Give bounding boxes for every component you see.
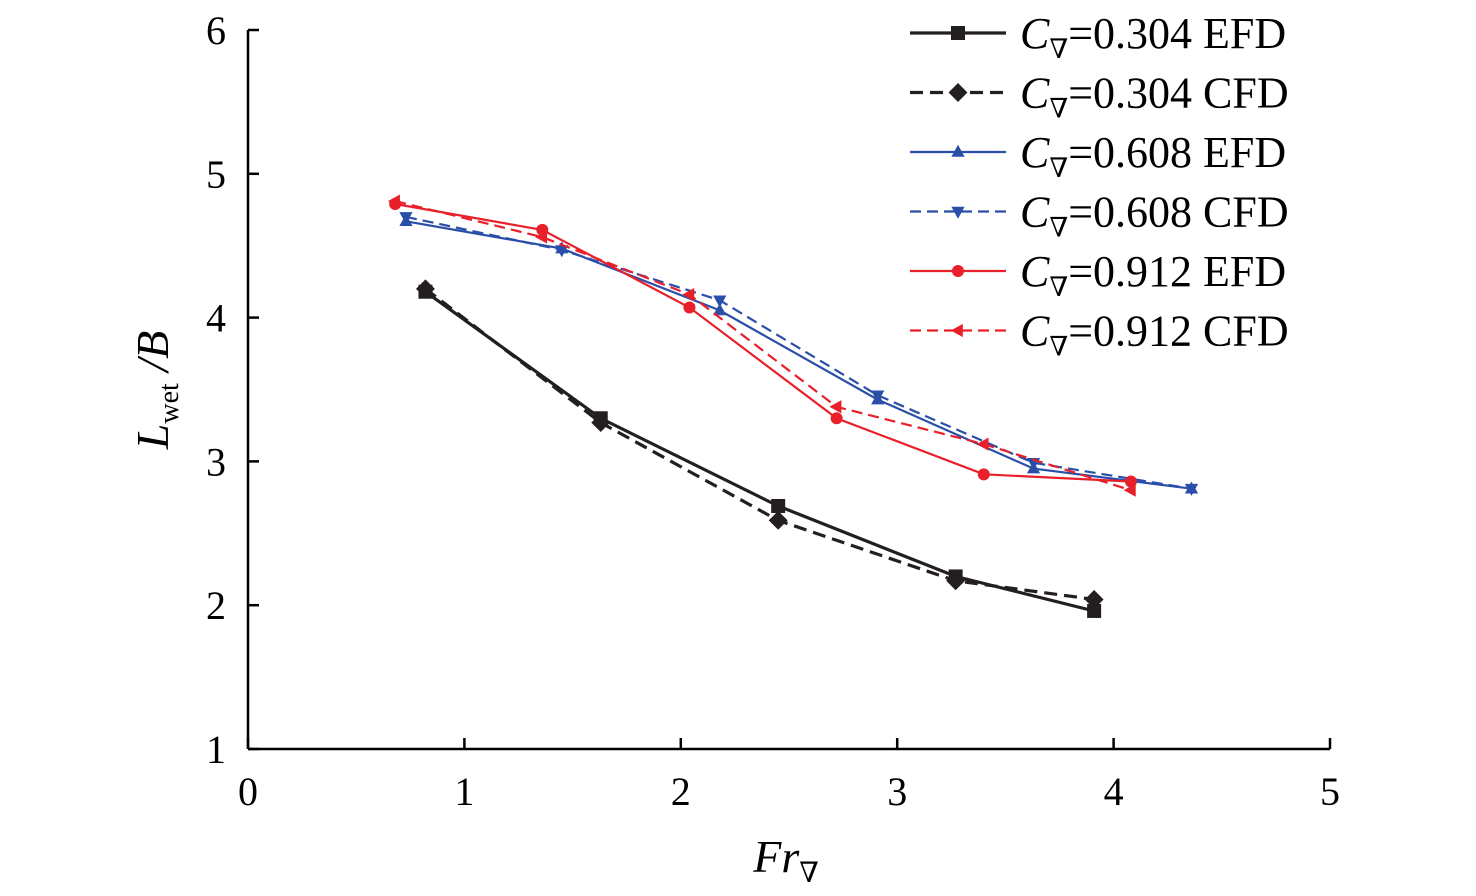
x-tick-label: 0 bbox=[238, 769, 258, 814]
legend-entry: C∇=0.304 EFD bbox=[910, 9, 1286, 64]
series-6 bbox=[387, 194, 1136, 497]
y-tick-label: 5 bbox=[206, 152, 226, 197]
data-point bbox=[682, 287, 695, 302]
series-line bbox=[395, 202, 1131, 483]
data-point bbox=[1084, 589, 1104, 609]
data-point bbox=[1123, 483, 1136, 497]
y-tick-label: 2 bbox=[206, 583, 226, 628]
legend-label: C∇=0.304 CFD bbox=[1020, 69, 1289, 124]
legend-marker bbox=[951, 26, 965, 40]
x-axis-title: Fr∇ bbox=[752, 831, 819, 889]
series-line bbox=[394, 200, 1132, 492]
legend-label: C∇=0.608 CFD bbox=[1020, 188, 1289, 243]
legend-label: C∇=0.608 EFD bbox=[1020, 128, 1286, 183]
x-tick-label: 5 bbox=[1320, 769, 1340, 814]
legend-marker bbox=[948, 83, 968, 102]
data-point bbox=[555, 245, 569, 258]
data-point bbox=[713, 303, 727, 316]
data-point bbox=[830, 412, 843, 425]
y-tick-label: 1 bbox=[206, 727, 226, 772]
legend-entry: C∇=0.912 EFD bbox=[910, 247, 1286, 302]
legend-marker bbox=[951, 206, 965, 219]
y-axis-title: Lwet /B bbox=[127, 331, 185, 450]
data-point bbox=[591, 413, 611, 433]
data-point bbox=[683, 301, 696, 314]
plot-area bbox=[387, 194, 1199, 618]
legend-marker bbox=[952, 265, 964, 277]
series-line bbox=[405, 215, 1192, 490]
legend-entry: C∇=0.304 CFD bbox=[910, 69, 1289, 124]
legend-label: C∇=0.912 EFD bbox=[1020, 247, 1286, 302]
legend-entry: C∇=0.608 CFD bbox=[910, 188, 1289, 243]
data-point bbox=[1124, 475, 1137, 488]
legend-marker bbox=[950, 323, 963, 338]
series-line bbox=[424, 287, 1095, 601]
y-tick-label: 6 bbox=[206, 8, 226, 53]
data-point bbox=[415, 279, 435, 299]
legend-label: C∇=0.912 CFD bbox=[1020, 307, 1289, 362]
series-2 bbox=[415, 279, 1104, 609]
x-tick-label: 3 bbox=[887, 769, 907, 814]
y-tick-label: 4 bbox=[206, 296, 226, 341]
legend-entry: C∇=0.608 EFD bbox=[910, 128, 1286, 183]
series-line bbox=[405, 220, 1192, 490]
data-point bbox=[387, 194, 400, 208]
x-tick-label: 1 bbox=[454, 769, 474, 814]
data-point bbox=[976, 437, 989, 451]
data-point bbox=[1184, 483, 1199, 496]
legend-entry: C∇=0.912 CFD bbox=[910, 307, 1289, 362]
legend-label: C∇=0.304 EFD bbox=[1020, 9, 1286, 64]
data-point bbox=[535, 230, 548, 244]
y-tick-label: 3 bbox=[206, 439, 226, 484]
legend-marker bbox=[951, 144, 965, 157]
data-point bbox=[713, 295, 727, 308]
data-point bbox=[771, 498, 786, 513]
data-point bbox=[768, 510, 788, 530]
data-point bbox=[946, 571, 966, 591]
series-1 bbox=[418, 284, 1102, 618]
data-point bbox=[1087, 603, 1102, 618]
x-tick-label: 4 bbox=[1104, 769, 1124, 814]
data-point bbox=[399, 212, 413, 225]
data-point bbox=[871, 390, 885, 403]
data-point bbox=[829, 400, 842, 414]
x-tick-label: 2 bbox=[671, 769, 691, 814]
data-point bbox=[977, 468, 990, 481]
